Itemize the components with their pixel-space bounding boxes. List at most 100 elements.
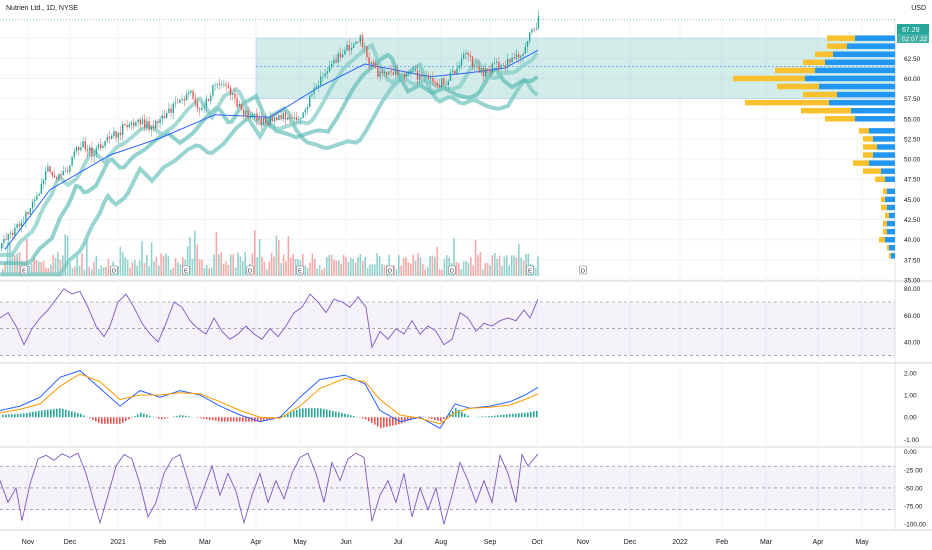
macd-histogram-bar	[2, 414, 4, 418]
candle-body	[258, 117, 260, 121]
volume-bar	[167, 255, 170, 276]
macd-histogram-bar	[233, 417, 235, 422]
volume-bar	[357, 256, 359, 276]
macd-histogram-bar	[41, 410, 43, 418]
candle-body	[144, 119, 146, 128]
candle-body	[155, 120, 157, 128]
candle-body	[128, 124, 130, 128]
volume-bar	[479, 252, 482, 276]
volume-bar	[402, 258, 405, 276]
candle-body	[163, 115, 166, 118]
currency-label[interactable]: USD	[911, 5, 926, 12]
volume-bar	[227, 264, 230, 276]
volume-bar	[208, 268, 210, 276]
macd-histogram-bar	[308, 408, 310, 418]
event-marker-label: D	[112, 269, 116, 275]
candle-body	[276, 117, 278, 120]
volume-bar	[465, 260, 467, 276]
macd-histogram-bar	[224, 417, 226, 422]
y-tick-label: 52.50	[904, 136, 921, 143]
candle-body	[284, 113, 287, 120]
volume-bar	[100, 265, 102, 276]
macd-histogram-bar	[89, 417, 91, 419]
volume-bar	[376, 253, 378, 276]
volume-bar	[362, 261, 364, 276]
macd-histogram-bar	[350, 415, 352, 418]
symbol-title: Nutrien Ltd., 1D, NYSE	[6, 5, 78, 12]
candle-body	[443, 78, 445, 86]
macd-y-tick-label: 1.00	[904, 393, 917, 400]
candle-body	[359, 35, 361, 43]
macd-histogram-bar	[146, 414, 148, 418]
volume-bar	[412, 254, 414, 276]
rsi-y-tick-label: 60.00	[904, 313, 921, 320]
event-marker-box	[526, 265, 534, 275]
x-tick-label: Apr	[813, 539, 825, 546]
candle-body	[97, 144, 100, 149]
volume-bar	[210, 267, 213, 276]
volume-bar	[230, 254, 232, 276]
macd-histogram-bar	[65, 409, 67, 418]
macd-histogram-bar	[179, 415, 181, 418]
candle-body	[152, 126, 155, 128]
macd-histogram-bar	[167, 417, 169, 418]
volume-bar	[534, 267, 537, 276]
event-marker-box	[20, 265, 28, 275]
candle-body	[482, 68, 485, 77]
volume-bar	[268, 261, 270, 276]
x-tick-label: May	[293, 539, 307, 546]
macd-histogram-bar	[332, 410, 334, 418]
williams-r-y-tick-label: -25.00	[904, 467, 923, 474]
macd-histogram-bar	[326, 409, 328, 418]
y-tick-label: 45.00	[904, 197, 921, 204]
volume-profile-up-bar	[889, 212, 895, 219]
candle-body	[60, 174, 62, 176]
candle-body	[282, 113, 284, 120]
candle-body	[300, 118, 302, 120]
macd-histogram-bar	[161, 417, 163, 420]
candle-body	[317, 85, 320, 87]
volume-bar	[141, 240, 143, 276]
volume-bar	[364, 256, 366, 276]
candle-body	[474, 66, 476, 68]
macd-histogram-bar	[524, 412, 526, 418]
candle-body	[3, 238, 5, 243]
candle-body	[31, 201, 34, 209]
volume-bar	[33, 257, 35, 276]
candle-body	[476, 65, 478, 67]
volume-bar	[537, 256, 539, 276]
macd-histogram-bar	[530, 411, 532, 418]
candle-body	[256, 113, 258, 121]
volume-bar	[515, 257, 518, 276]
macd-histogram-bar	[92, 417, 94, 420]
candle-body	[456, 67, 458, 74]
y-tick-label: 42.50	[904, 217, 921, 224]
volume-bar	[81, 253, 83, 276]
volume-bar	[131, 262, 134, 276]
volume-bar	[338, 259, 340, 276]
volume-profile-up-bar	[885, 236, 895, 243]
event-marker: D	[246, 265, 254, 275]
candle-body	[117, 132, 119, 138]
volume-profile-down-bar	[863, 144, 877, 150]
volume-bar	[285, 261, 287, 276]
macd-histogram-bar	[149, 415, 151, 418]
volume-bar	[50, 264, 52, 276]
volume-bar	[294, 258, 297, 276]
candle-body	[201, 107, 203, 110]
candle-body	[471, 56, 474, 68]
macd-histogram-bar	[47, 409, 49, 418]
macd-histogram-bar	[257, 417, 259, 422]
candle-body	[368, 57, 370, 65]
volume-bar	[95, 255, 98, 276]
volume-bar	[489, 265, 491, 276]
volume-bar	[520, 257, 522, 276]
volume-profile-down-bar	[803, 59, 825, 66]
event-marker-label: E	[298, 269, 302, 275]
candle-body	[223, 84, 225, 86]
volume-profile-up-bar	[887, 204, 895, 211]
candle-body	[236, 98, 238, 107]
volume-profile-up-bar	[887, 188, 895, 195]
rsi-y-tick-label: 80.00	[904, 286, 921, 293]
